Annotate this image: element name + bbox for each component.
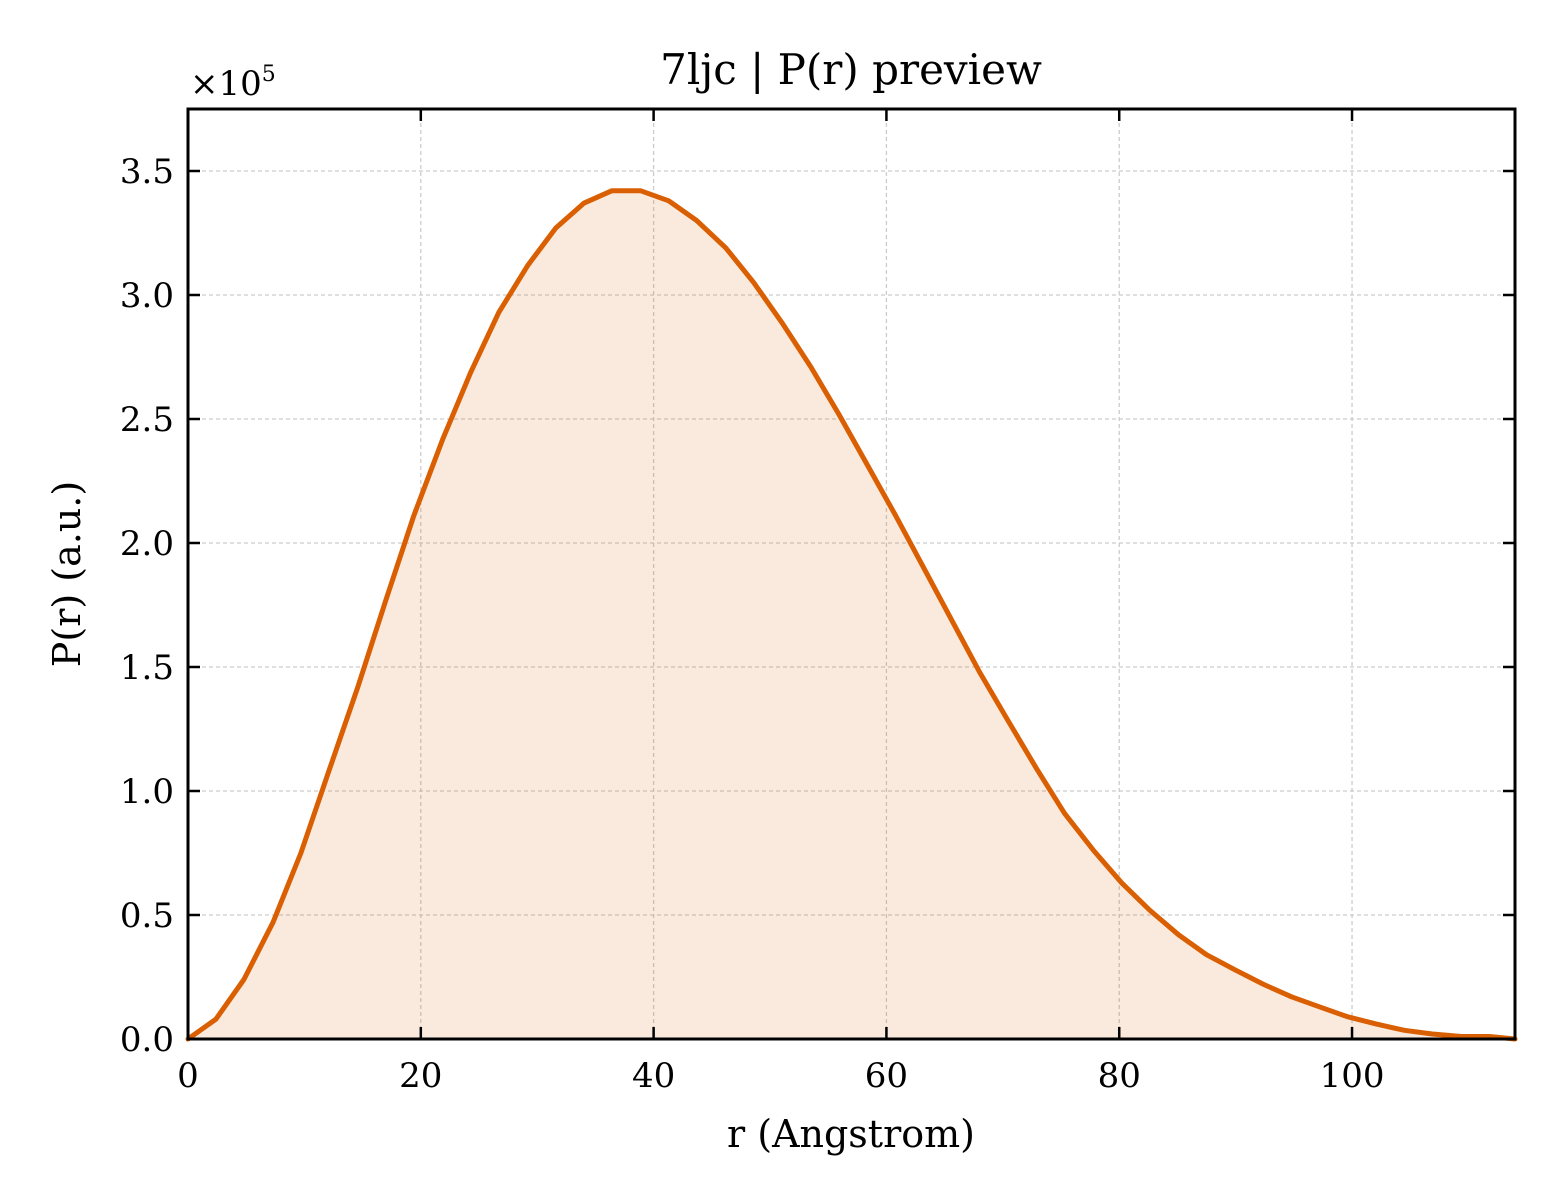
x-tick-label: 20 — [399, 1056, 442, 1096]
series-line-layer — [185, 188, 1518, 1042]
x-tick-labels: 0 20 40 60 80 100 — [177, 1056, 1384, 1096]
y-axis-label: P(r) (a.u.) — [45, 481, 89, 667]
pr-series-line — [185, 188, 1518, 1042]
y-tick-label: 2.5 — [120, 400, 174, 440]
pr-area-fill — [188, 190, 1515, 1040]
area-fill-layer — [188, 190, 1515, 1040]
x-axis-label: r (Angstrom) — [727, 1112, 975, 1156]
y-tick-labels: 0.0 0.5 1.0 1.5 2.0 2.5 3.0 3.5 — [120, 152, 174, 1060]
x-tick-label: 80 — [1098, 1056, 1141, 1096]
y-tick-label: 1.5 — [120, 648, 174, 688]
x-tick-label: 0 — [177, 1056, 199, 1096]
y-tick-label: 3.5 — [120, 152, 174, 192]
y-tick-label: 1.0 — [120, 772, 174, 812]
grid-lines — [188, 109, 1515, 1039]
chart-title: 7ljc | P(r) preview — [660, 45, 1042, 94]
multiplier-base: ×10 — [190, 64, 262, 104]
x-tick-label: 100 — [1320, 1056, 1385, 1096]
y-tick-label: 0.5 — [120, 896, 174, 936]
tick-marks — [186, 109, 1515, 1041]
x-tick-label: 60 — [865, 1056, 908, 1096]
plot-area-frame — [186, 107, 1517, 1041]
y-tick-label: 3.0 — [120, 276, 174, 316]
x-tick-label: 40 — [632, 1056, 675, 1096]
y-tick-label: 2.0 — [120, 524, 174, 564]
y-tick-label: 0.0 — [120, 1020, 174, 1060]
y-axis-multiplier: ×105 — [190, 62, 276, 104]
multiplier-exponent: 5 — [262, 62, 276, 87]
